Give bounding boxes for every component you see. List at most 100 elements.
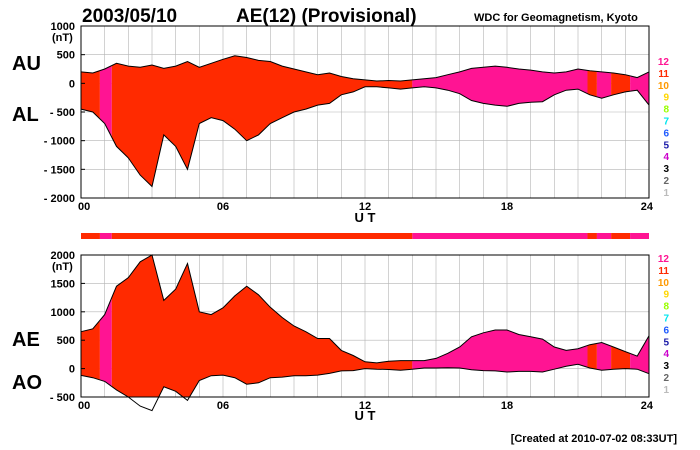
area-segment bbox=[630, 71, 649, 106]
station-legend-label: 9 bbox=[663, 93, 669, 104]
station-legend-label: 5 bbox=[663, 140, 669, 151]
bottom-panel: 2000 1500 1000 500 0 - 500 00 06 12 18 24 U T bbox=[50, 250, 654, 423]
area-segment bbox=[587, 70, 597, 97]
station-legend-label: 2 bbox=[663, 373, 669, 384]
series-line-ao bbox=[80, 363, 650, 412]
station-legend-label: 3 bbox=[663, 361, 669, 372]
top-x-axis-title: U T bbox=[355, 210, 376, 225]
station-legend-label: 8 bbox=[663, 302, 669, 313]
station-legend-label: 10 bbox=[658, 278, 670, 289]
area-segment bbox=[99, 297, 112, 387]
station-legend-label: 12 bbox=[658, 57, 670, 68]
station-legend-label: 4 bbox=[663, 349, 669, 360]
station-legend-label: 11 bbox=[658, 69, 669, 80]
y-tick-label: 2000 bbox=[51, 250, 75, 262]
station-legend-label: 1 bbox=[663, 188, 669, 199]
station-legend-label: 7 bbox=[663, 314, 669, 325]
station-legend-label: 6 bbox=[663, 128, 669, 139]
area-segment bbox=[111, 255, 413, 397]
y-tick-label: 1000 bbox=[51, 21, 75, 33]
bottom-x-axis-title: U T bbox=[355, 408, 376, 423]
y-tick-label: 0 bbox=[69, 78, 75, 90]
station-legend-label: 2 bbox=[663, 176, 669, 187]
y-tick-label: - 500 bbox=[50, 107, 75, 119]
x-tick-label: 00 bbox=[78, 400, 90, 412]
area-segment bbox=[81, 70, 100, 119]
au-label: AU bbox=[12, 53, 41, 75]
plot-title: AE(12) (Provisional) bbox=[236, 6, 417, 27]
x-tick-label: 00 bbox=[78, 201, 90, 213]
station-legend-label: 1 bbox=[663, 385, 669, 396]
y-tick-label: 1000 bbox=[51, 307, 75, 319]
bottom-x-axis: 00 06 12 18 24 bbox=[78, 400, 654, 412]
series-line-ae bbox=[80, 254, 650, 364]
al-label: AL bbox=[12, 104, 39, 126]
station-legend-label: 10 bbox=[658, 81, 670, 92]
area-segment bbox=[596, 342, 612, 371]
y-tick-label: - 2000 bbox=[44, 193, 75, 205]
x-tick-label: 12 bbox=[359, 201, 371, 213]
station-count-strip-segment bbox=[587, 233, 597, 239]
station-legend-label: 12 bbox=[658, 254, 670, 265]
x-tick-label: 18 bbox=[501, 400, 513, 412]
y-tick-label: - 1500 bbox=[44, 164, 75, 176]
area-segment bbox=[99, 65, 112, 138]
data-source: WDC for Geomagnetism, Kyoto bbox=[474, 12, 638, 24]
station-legend-label: 5 bbox=[663, 337, 669, 348]
y-tick-label: 500 bbox=[57, 50, 75, 62]
area-segment bbox=[587, 343, 597, 370]
station-count-strip-segment bbox=[630, 233, 649, 239]
y-tick-label: 500 bbox=[57, 335, 75, 347]
x-tick-label: 06 bbox=[217, 400, 229, 412]
ae-label: AE bbox=[12, 329, 40, 351]
area-segment bbox=[412, 66, 588, 107]
x-tick-label: 24 bbox=[641, 400, 654, 412]
x-tick-label: 18 bbox=[501, 201, 513, 213]
station-count-strip-segment bbox=[81, 233, 100, 239]
created-timestamp: [Created at 2010-07-02 08:33UT] bbox=[511, 433, 678, 445]
bottom-unit-label: (nT) bbox=[52, 261, 73, 273]
y-tick-label: - 500 bbox=[50, 392, 75, 404]
station-legend-label: 11 bbox=[658, 266, 669, 277]
x-tick-label: 06 bbox=[217, 201, 229, 213]
top-series-lines bbox=[80, 55, 650, 188]
area-segment bbox=[630, 335, 649, 374]
station-count-strip bbox=[81, 233, 649, 239]
top-panel: 1000 500 0 - 500 - 1000 - 1500 - 2000 00 06 12 18… bbox=[44, 21, 654, 225]
station-legend-label: 8 bbox=[663, 105, 669, 116]
top-unit-label: (nT) bbox=[52, 32, 73, 44]
y-tick-label: 0 bbox=[69, 364, 75, 376]
y-tick-label: - 1000 bbox=[44, 136, 75, 148]
bottom-y-axis: 2000 1500 1000 500 0 - 500 bbox=[50, 250, 85, 404]
plot-date: 2003/05/10 bbox=[82, 6, 177, 27]
top-area-fill bbox=[81, 55, 649, 187]
station-count-strip-segment bbox=[611, 233, 631, 239]
y-tick-label: 1500 bbox=[51, 278, 75, 290]
station-legend-label: 3 bbox=[663, 164, 669, 175]
x-tick-label: 12 bbox=[359, 400, 371, 412]
area-segment bbox=[596, 71, 612, 99]
station-legend-label: 4 bbox=[663, 152, 669, 163]
station-count-strip-segment bbox=[99, 233, 112, 239]
area-segment bbox=[81, 320, 100, 380]
ao-label: AO bbox=[12, 372, 42, 394]
series-line-al bbox=[80, 86, 650, 188]
top-y-axis: 1000 500 0 - 500 - 1000 - 1500 - 2000 bbox=[44, 21, 85, 205]
station-legend-label: 7 bbox=[663, 117, 669, 128]
station-legend-label: 9 bbox=[663, 290, 669, 301]
top-x-axis: 00 06 12 18 24 bbox=[78, 201, 654, 213]
station-count-strip-segment bbox=[412, 233, 588, 239]
area-segment bbox=[412, 330, 588, 372]
x-tick-label: 24 bbox=[641, 201, 654, 213]
bottom-plot-frame bbox=[80, 254, 650, 398]
series-line-au bbox=[80, 55, 650, 82]
area-segment bbox=[611, 72, 631, 96]
station-count-strip-segment bbox=[596, 233, 612, 239]
station-count-strip-segment bbox=[111, 233, 413, 239]
area-segment bbox=[111, 55, 413, 187]
station-legend-label: 6 bbox=[663, 325, 669, 336]
bottom-series-lines bbox=[80, 254, 650, 412]
